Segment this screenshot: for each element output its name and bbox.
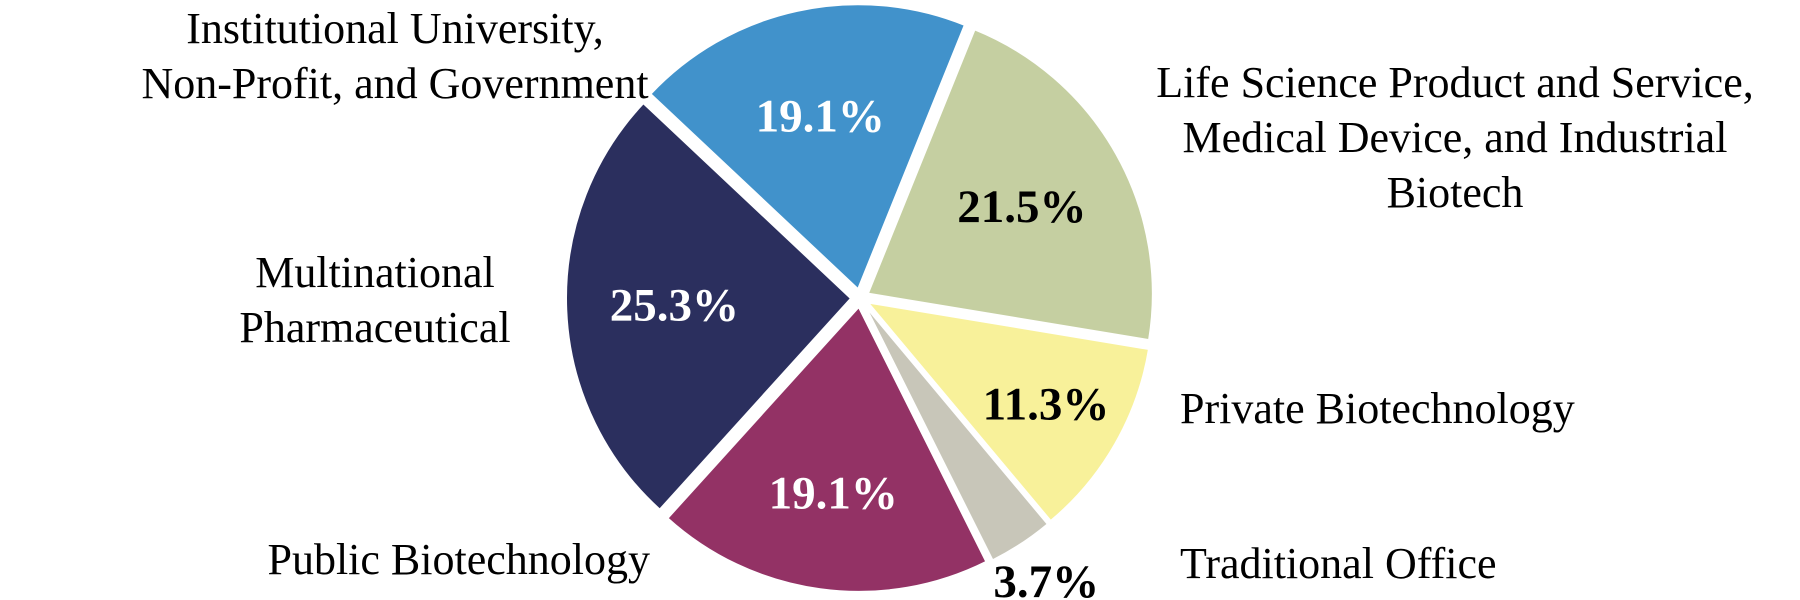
slice-category-label: Private Biotechnology — [1180, 384, 1575, 433]
category-label-line: Pharmaceutical — [239, 303, 510, 352]
pie-slice — [565, 102, 853, 511]
pie-slice — [666, 305, 988, 593]
slice-category-label: Life Science Product and Service, Medical… — [1156, 58, 1753, 217]
slice-category-label: Traditional Office — [1180, 539, 1497, 588]
percentage-labels: 21.5% 11.3% 3.7% 19.1% 25.3% 19.1% — [610, 91, 1110, 600]
category-label-line: Public Biotechnology — [267, 535, 650, 584]
category-label-line: Institutional University, — [186, 4, 604, 53]
slice-category-label: Public Biotechnology — [267, 535, 650, 584]
pie-slice — [866, 301, 1150, 523]
category-labels: Life Science Product and Service, Medical… — [141, 4, 1753, 588]
category-label-line: Non-Profit, and Government — [141, 59, 648, 108]
category-label-line: Multinational — [255, 248, 495, 297]
slice-percentage-label: 19.1% — [756, 91, 885, 143]
slice-percentage-label: 3.7% — [993, 556, 1099, 600]
slice-category-label: Multinational Pharmaceutical — [239, 248, 510, 352]
slice-category-label: Institutional University, Non-Profit, and… — [141, 4, 648, 108]
slice-percentage-label: 11.3% — [983, 378, 1110, 430]
pie-slices — [565, 3, 1154, 593]
category-label-line: Biotech — [1387, 168, 1524, 217]
pie-slice — [866, 28, 1154, 342]
slice-percentage-label: 25.3% — [610, 280, 739, 332]
pie-slice — [863, 304, 1049, 562]
slice-percentage-label: 19.1% — [769, 467, 898, 519]
pie-slice — [649, 3, 966, 291]
category-label-line: Life Science Product and Service, — [1156, 58, 1753, 107]
slice-percentage-label: 21.5% — [957, 181, 1086, 233]
category-label-line: Traditional Office — [1180, 539, 1497, 588]
category-label-line: Medical Device, and Industrial — [1183, 113, 1728, 162]
category-label-line: Private Biotechnology — [1180, 384, 1575, 433]
